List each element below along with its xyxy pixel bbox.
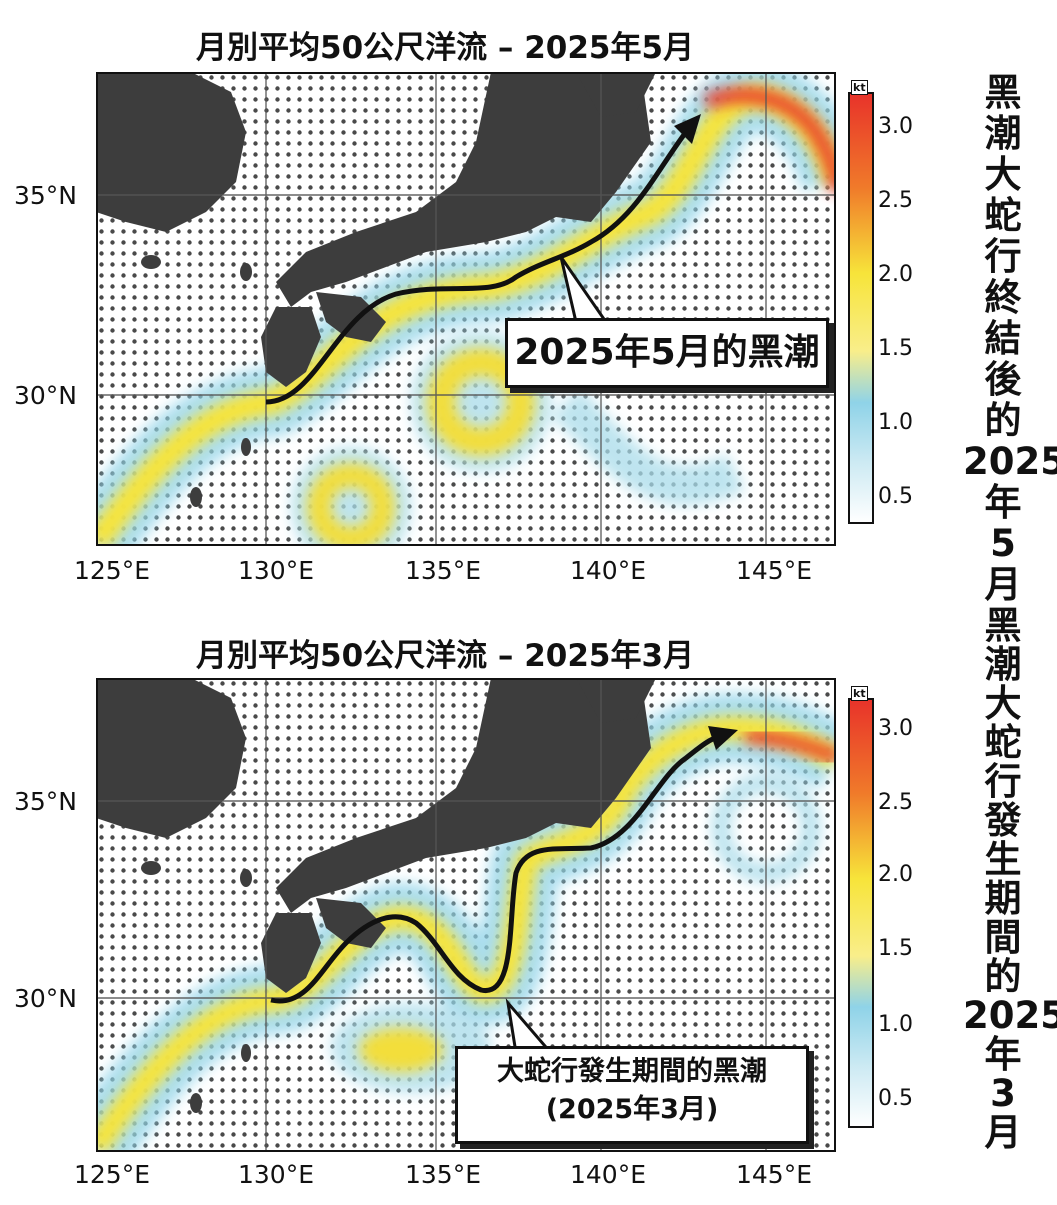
side-char: 行 — [984, 235, 1022, 278]
side-char: 蛇 — [984, 194, 1022, 237]
panel1-lat-35: 35°N — [14, 181, 78, 210]
side-char: 期 — [984, 877, 1022, 920]
side-char: 的 — [984, 399, 1022, 442]
panel2-cb-tick: 0.5 — [878, 1086, 913, 1111]
side-char: 終 — [984, 276, 1022, 319]
panel2-cb-tick: 1.0 — [878, 1012, 913, 1037]
land-masses — [96, 678, 656, 1113]
panel1-callout: 2025年5月的黑潮 — [505, 318, 829, 388]
side-char: 行 — [984, 760, 1022, 803]
panel2-callout: 大蛇行發生期間的黑潮 (2025年3月) — [455, 1046, 809, 1144]
side-char: 生 — [984, 838, 1022, 881]
panel2-cb-tick: 2.0 — [878, 862, 913, 887]
panel1-side-label: 黑 潮 大 蛇 行 終 結 後 的 2025 年 5 月 — [963, 71, 1057, 606]
panel2-lon-125: 125°E — [74, 1160, 151, 1189]
panel1-cb-tick: 1.5 — [878, 336, 913, 361]
side-char: 後 — [984, 358, 1022, 401]
side-char: 3 — [990, 1072, 1016, 1115]
side-char: 月 — [984, 563, 1022, 606]
panel2-cb-tick: 1.5 — [878, 936, 913, 961]
panel2-lat-30: 30°N — [14, 984, 78, 1013]
panel1-lon-125: 125°E — [74, 556, 151, 585]
panel1-cb-tick: 1.0 — [878, 410, 913, 435]
side-char: 年 — [984, 1033, 1022, 1076]
panel2-lon-130: 130°E — [238, 1160, 315, 1189]
kuroshio-path-arrow — [265, 130, 689, 405]
panel1-colorbar — [848, 92, 874, 524]
side-char: 潮 — [984, 112, 1022, 155]
panel1-callout-line1: 2025年5月的黑潮 — [514, 332, 820, 373]
panel1-colorbar-unit: kt — [851, 80, 868, 95]
side-char: 大 — [984, 682, 1022, 725]
land-masses — [96, 72, 656, 507]
panel2-cb-tick: 2.5 — [878, 790, 913, 815]
panel1-title: 月別平均50公尺洋流 – 2025年5月 — [196, 30, 695, 66]
panel2-colorbar — [848, 698, 874, 1128]
graticule — [96, 72, 836, 546]
arrow-head-icon — [708, 726, 738, 750]
panel1-map — [96, 72, 836, 546]
panel1-cb-tick: 3.0 — [878, 114, 913, 139]
side-char: 潮 — [984, 643, 1022, 686]
panel2-lon-135: 135°E — [405, 1160, 482, 1189]
panel1-cb-tick: 0.5 — [878, 484, 913, 509]
side-char: 2025 — [963, 440, 1057, 483]
side-char: 2025 — [963, 994, 1057, 1037]
panel2-side-label: 黑 潮 大 蛇 行 發 生 期 間 的 2025 年 3 月 — [963, 604, 1057, 1154]
panel2-callout-line2: (2025年3月) — [545, 1094, 719, 1125]
panel1-lon-135: 135°E — [405, 556, 482, 585]
panel2-lon-145: 145°E — [736, 1160, 813, 1189]
side-char: 大 — [984, 153, 1022, 196]
panel2-title: 月別平均50公尺洋流 – 2025年3月 — [196, 638, 695, 674]
side-char: 結 — [984, 317, 1022, 360]
panel1-lon-130: 130°E — [238, 556, 315, 585]
side-char: 5 — [990, 522, 1016, 565]
panel2-lon-140: 140°E — [570, 1160, 647, 1189]
side-char: 間 — [984, 916, 1022, 959]
panel2-lat-35: 35°N — [14, 787, 78, 816]
panel2-callout-line1: 大蛇行發生期間的黑潮 — [497, 1056, 767, 1087]
side-char: 月 — [984, 1111, 1022, 1154]
side-char: 蛇 — [984, 721, 1022, 764]
panel1-lon-145: 145°E — [736, 556, 813, 585]
side-char: 的 — [984, 955, 1022, 998]
side-char: 黑 — [984, 604, 1022, 647]
side-char: 發 — [984, 799, 1022, 842]
panel2-colorbar-unit: kt — [851, 686, 868, 701]
panel1-cb-tick: 2.5 — [878, 188, 913, 213]
panel1-lat-30: 30°N — [14, 381, 78, 410]
arrow-head-icon — [674, 114, 701, 144]
panel1-lon-140: 140°E — [570, 556, 647, 585]
panel2-cb-tick: 3.0 — [878, 716, 913, 741]
side-char: 黑 — [984, 71, 1022, 114]
panel1-cb-tick: 2.0 — [878, 262, 913, 287]
kuroshio-path-arrow — [270, 733, 722, 1004]
side-char: 年 — [984, 481, 1022, 524]
